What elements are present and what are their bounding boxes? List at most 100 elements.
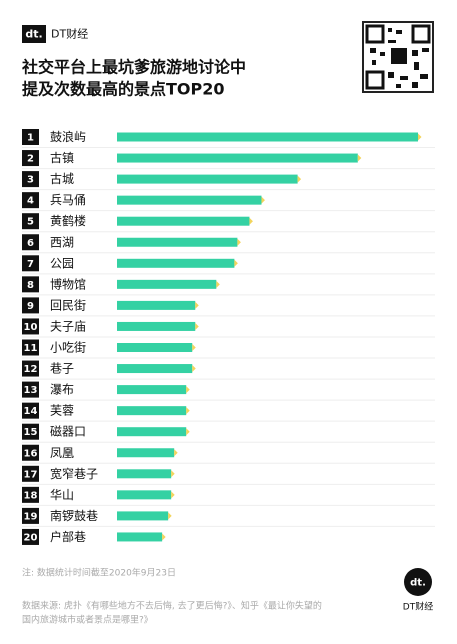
- rank: 9: [27, 301, 34, 312]
- bar: [117, 490, 172, 500]
- category-label: 回民街: [50, 298, 86, 312]
- bar: [117, 448, 175, 458]
- rank: 13: [24, 385, 38, 396]
- bar: [117, 195, 262, 205]
- qr-finder: [365, 24, 385, 44]
- bar-tip: [174, 449, 178, 457]
- rank-box: [22, 465, 39, 482]
- bar-tip: [216, 280, 220, 288]
- bar-tip: [162, 533, 166, 541]
- bar: [117, 279, 217, 289]
- category-label: 黄鹤楼: [50, 213, 86, 228]
- category-label: 宽窄巷子: [50, 466, 98, 481]
- bar: [117, 216, 250, 226]
- rank-box: [22, 402, 39, 419]
- rank-box: [22, 129, 39, 145]
- rank: 16: [24, 448, 38, 459]
- bar-tip: [297, 175, 302, 183]
- bar-tip: [261, 196, 265, 204]
- rank: 15: [24, 427, 38, 438]
- rank-box: [22, 255, 39, 272]
- bar-tip: [171, 470, 175, 478]
- rank: 5: [27, 217, 34, 228]
- source: 数据来源: 虎扑《有哪些地方不去后悔, 去了更后悔?》、知乎《最让你失望的: [22, 600, 322, 612]
- rank: 6: [27, 238, 34, 249]
- qr-code: [362, 21, 434, 93]
- category-label: 磁器口: [50, 424, 86, 439]
- bar-tip: [195, 322, 199, 330]
- bar: [117, 132, 418, 142]
- rank-box: [22, 339, 39, 356]
- category-label: 古城: [50, 171, 74, 186]
- bar-tip: [168, 512, 172, 520]
- rank-box: [22, 423, 39, 440]
- bar-tip: [186, 407, 190, 415]
- bar-tip: [249, 217, 253, 225]
- category-label: 博物馆: [50, 276, 86, 291]
- brand: DT财经: [51, 27, 88, 41]
- bar: [117, 174, 298, 184]
- rank-box: [22, 171, 39, 188]
- rank: 10: [24, 322, 38, 333]
- bar-tip: [186, 386, 190, 394]
- category-label: 公园: [50, 256, 74, 270]
- chart-title: 提及次数最高的景点TOP20: [22, 80, 225, 99]
- bar: [117, 469, 172, 479]
- bar: [117, 300, 196, 310]
- rank: 4: [27, 196, 34, 207]
- category-label: 兵马俑: [50, 192, 86, 207]
- category-label: 古镇: [50, 150, 74, 165]
- rank-box: [22, 318, 39, 335]
- bar: [117, 153, 358, 163]
- rank: 18: [24, 490, 38, 501]
- rank-box: [22, 276, 39, 293]
- logo-mark: dt.: [25, 28, 42, 41]
- note: 注: 数据统计时间截至2020年9月23日: [22, 567, 176, 579]
- category-label: 鼓浪屿: [50, 129, 86, 144]
- bar-tip: [171, 491, 175, 499]
- category-label: 华山: [50, 488, 74, 502]
- footer-brand: DT财经: [403, 601, 433, 613]
- rank-box: [22, 150, 39, 167]
- bar-tip: [195, 301, 199, 309]
- category-label: 户部巷: [50, 529, 86, 544]
- rank-box: [22, 528, 39, 545]
- rank-box: [22, 507, 39, 524]
- bar: [117, 258, 235, 268]
- rank-box: [22, 381, 39, 398]
- footer-logo: [404, 568, 432, 596]
- bar: [117, 321, 196, 331]
- rank-box: [22, 486, 39, 503]
- rank-box: [22, 360, 39, 377]
- rank-box: [22, 213, 39, 230]
- rank-box: [22, 444, 39, 461]
- rank: 2: [27, 154, 34, 165]
- rank: 1: [27, 133, 34, 144]
- qr-finder: [411, 24, 431, 44]
- category-label: 小吃街: [50, 341, 86, 355]
- bar: [117, 343, 193, 352]
- qr-center: [391, 48, 407, 64]
- rank: 17: [24, 469, 38, 480]
- rank-box: [22, 192, 39, 209]
- bar: [117, 532, 163, 542]
- bar-tip: [192, 344, 196, 351]
- source: 国内旅游城市或者景点是哪里?》: [22, 614, 153, 626]
- bar-tip: [418, 133, 422, 141]
- category-label: 夫子庙: [50, 319, 86, 333]
- rank: 20: [24, 532, 38, 543]
- bar: [117, 364, 193, 374]
- bar: [117, 427, 187, 437]
- rank: 12: [24, 364, 38, 375]
- rank: 7: [27, 259, 34, 270]
- rank-box: [22, 297, 39, 314]
- bar-tip: [192, 365, 196, 373]
- bar: [117, 406, 187, 416]
- rank: 8: [27, 280, 34, 291]
- chart-title: 社交平台上最坑爹旅游地讨论中: [21, 58, 246, 77]
- footer-logo-mark: dt.: [410, 578, 426, 589]
- category-label: 芙蓉: [50, 404, 74, 418]
- bar-tip: [186, 428, 190, 436]
